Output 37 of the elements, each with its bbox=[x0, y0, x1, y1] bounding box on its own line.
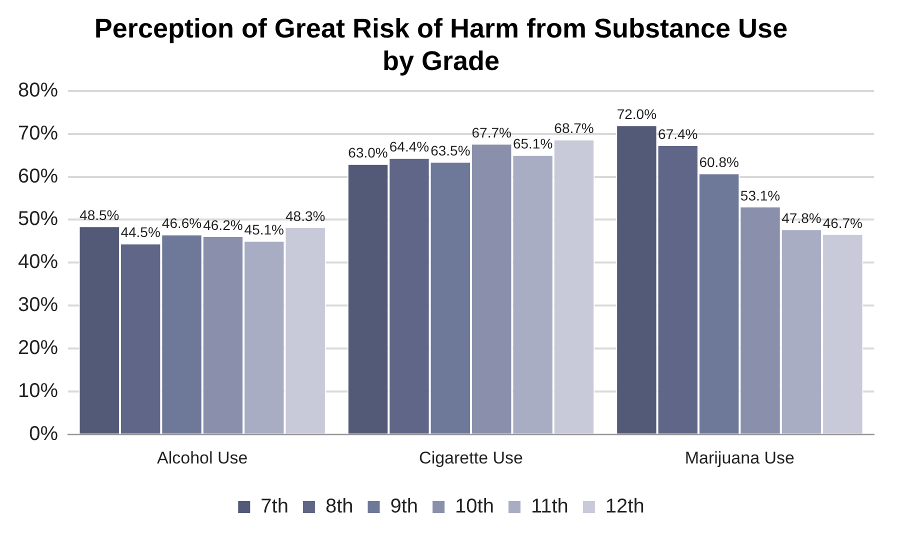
legend-label: 8th bbox=[325, 496, 354, 518]
y-tick-label: 0% bbox=[29, 423, 58, 446]
y-tick-label: 80% bbox=[18, 79, 58, 102]
legend-label: 10th bbox=[455, 496, 494, 518]
x-tick-label: Cigarette Use bbox=[419, 448, 523, 468]
data-label: 63.0% bbox=[348, 144, 388, 161]
legend-label: 7th bbox=[260, 496, 288, 518]
data-label: 46.7% bbox=[822, 214, 863, 231]
legend-label: 11th bbox=[530, 496, 568, 518]
data-label: 47.8% bbox=[782, 210, 822, 226]
y-tick-label: 20% bbox=[18, 337, 58, 360]
chart-title: Perception of Great Risk of Harm from Substance Use by Grade bbox=[94, 14, 788, 76]
data-label: 72.0% bbox=[616, 106, 657, 122]
data-label: 60.8% bbox=[699, 154, 739, 170]
data-label: 65.1% bbox=[512, 136, 553, 152]
data-label: 48.3% bbox=[285, 208, 326, 224]
data-label: 63.5% bbox=[430, 142, 470, 159]
y-tick-label: 30% bbox=[18, 294, 58, 316]
data-label: 45.1% bbox=[244, 222, 284, 238]
data-label: 44.5% bbox=[120, 224, 160, 240]
y-tick-label: 40% bbox=[18, 251, 58, 274]
y-tick-label: 60% bbox=[18, 165, 58, 188]
legend-label: 9th bbox=[390, 496, 418, 518]
data-label: 67.7% bbox=[472, 124, 512, 141]
data-label: 68.7% bbox=[554, 120, 594, 136]
data-label: 64.4% bbox=[389, 138, 430, 155]
data-label: 46.6% bbox=[162, 215, 202, 232]
y-tick-label: 10% bbox=[18, 380, 58, 402]
x-tick-label: Alcohol Use bbox=[157, 448, 248, 468]
y-tick-label: 50% bbox=[18, 208, 58, 230]
data-label: 67.4% bbox=[658, 126, 698, 142]
data-label: 46.2% bbox=[203, 216, 243, 233]
data-label: 48.5% bbox=[80, 207, 120, 224]
data-label: 53.1% bbox=[740, 187, 780, 204]
y-tick-label: 70% bbox=[18, 122, 58, 144]
x-tick-label: Marijuana Use bbox=[684, 448, 794, 468]
legend-label: 12th bbox=[605, 496, 644, 518]
